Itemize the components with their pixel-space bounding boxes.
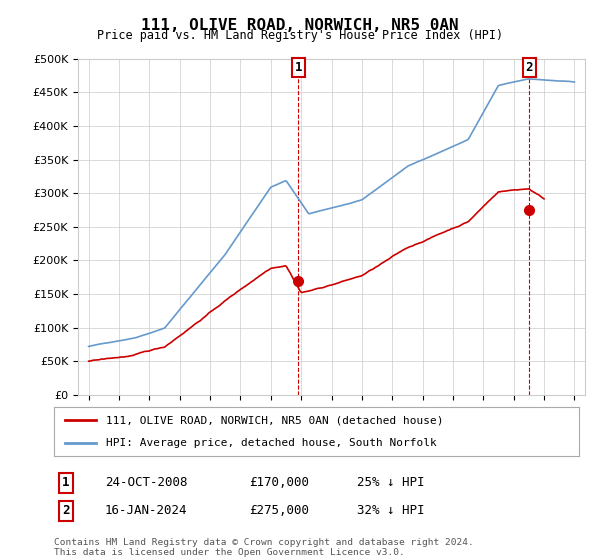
Text: 1: 1 xyxy=(62,476,70,489)
Text: 111, OLIVE ROAD, NORWICH, NR5 0AN (detached house): 111, OLIVE ROAD, NORWICH, NR5 0AN (detac… xyxy=(107,416,444,426)
Text: £275,000: £275,000 xyxy=(249,504,309,517)
Text: 111, OLIVE ROAD, NORWICH, NR5 0AN: 111, OLIVE ROAD, NORWICH, NR5 0AN xyxy=(141,18,459,33)
Text: Price paid vs. HM Land Registry's House Price Index (HPI): Price paid vs. HM Land Registry's House … xyxy=(97,29,503,42)
Text: £170,000: £170,000 xyxy=(249,476,309,489)
Text: 24-OCT-2008: 24-OCT-2008 xyxy=(105,476,187,489)
Text: Contains HM Land Registry data © Crown copyright and database right 2024.
This d: Contains HM Land Registry data © Crown c… xyxy=(54,538,474,557)
Text: 2: 2 xyxy=(526,61,533,74)
Text: 2: 2 xyxy=(62,504,70,517)
Text: 25% ↓ HPI: 25% ↓ HPI xyxy=(357,476,425,489)
Text: 16-JAN-2024: 16-JAN-2024 xyxy=(105,504,187,517)
Text: 1: 1 xyxy=(295,61,302,74)
Text: 32% ↓ HPI: 32% ↓ HPI xyxy=(357,504,425,517)
Text: HPI: Average price, detached house, South Norfolk: HPI: Average price, detached house, Sout… xyxy=(107,438,437,448)
